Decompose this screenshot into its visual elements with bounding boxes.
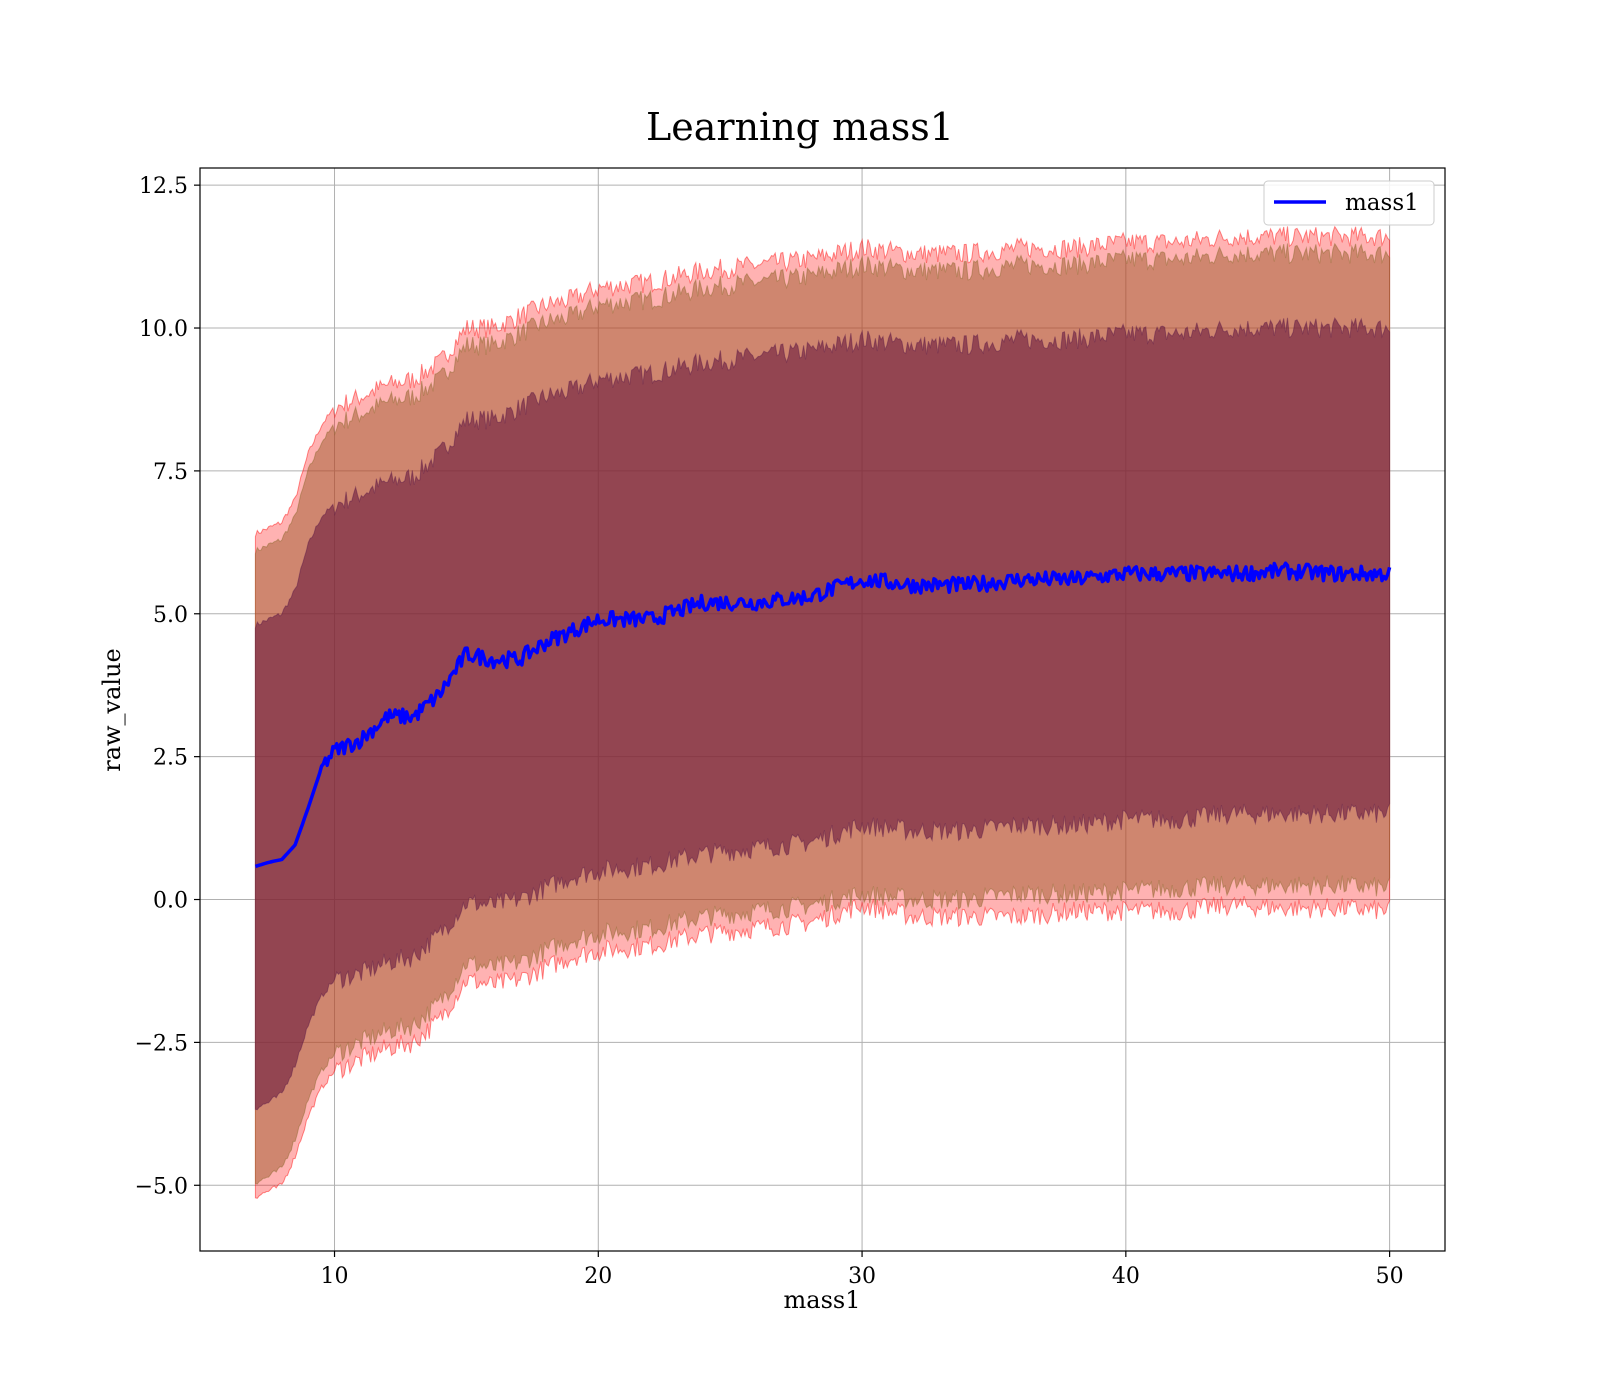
y-tick-label: 0.0	[153, 889, 188, 914]
legend: mass1	[1263, 180, 1435, 226]
y-axis-ticks: −5.0 −2.5 0.0 2.5 5.0 7.5 10.0 12.5	[135, 174, 200, 1199]
chart-title: Learning mass1	[646, 105, 954, 149]
series-lines	[254, 561, 1392, 869]
y-tick-label: −2.5	[135, 1031, 188, 1056]
x-tick-label: 20	[584, 1264, 612, 1289]
legend-box	[1263, 180, 1435, 226]
x-tick-label: 50	[1376, 1264, 1404, 1289]
x-tick-label: 40	[1112, 1264, 1140, 1289]
y-tick-label: 5.0	[153, 603, 188, 628]
y-tick-label: 2.5	[153, 746, 188, 771]
y-axis-label: raw_value	[98, 648, 126, 772]
x-axis-label: mass1	[784, 1286, 861, 1314]
x-tick-label: 30	[848, 1264, 876, 1289]
x-tick-label: 10	[321, 1264, 349, 1289]
confidence-bands	[254, 225, 1391, 1199]
legend-entry-mass1: mass1	[1345, 190, 1419, 216]
y-tick-label: 10.0	[139, 317, 188, 342]
plot-frame	[199, 167, 1446, 1252]
band-inner	[254, 316, 1391, 1111]
series-line-1	[254, 561, 1392, 869]
x-axis-ticks: 10 20 30 40 50	[321, 1251, 1404, 1289]
y-tick-label: 7.5	[153, 460, 188, 485]
y-tick-label: 12.5	[139, 174, 188, 199]
y-tick-label: −5.0	[135, 1174, 188, 1199]
